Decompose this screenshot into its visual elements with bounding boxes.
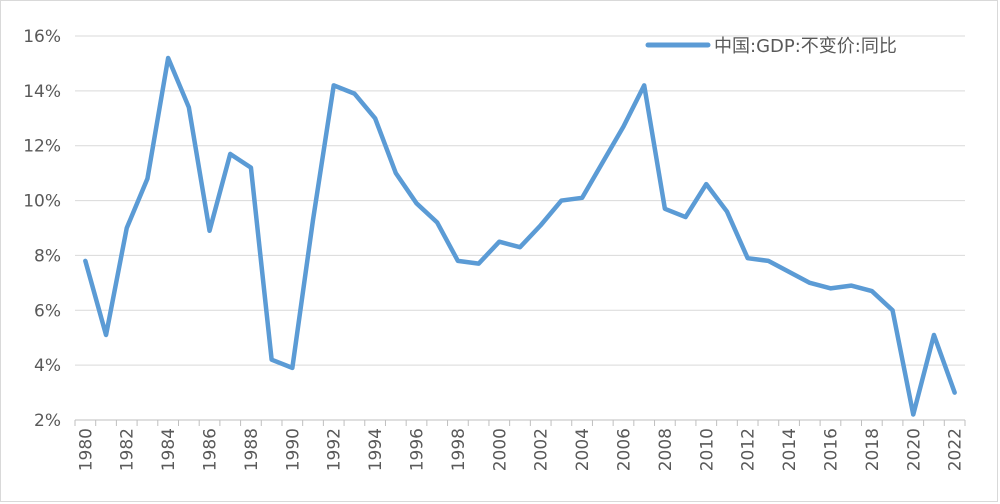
x-tick-label: 1980 <box>76 428 96 471</box>
data-point <box>125 226 128 230</box>
data-point <box>622 125 625 128</box>
y-tick-label: 14% <box>23 82 61 102</box>
data-point <box>518 246 522 249</box>
x-tick-label: 2008 <box>656 428 676 471</box>
legend: 中国:GDP:不变价:同比 <box>645 36 897 57</box>
data-point <box>684 215 687 219</box>
data-point <box>311 218 315 221</box>
x-tick-label: 2002 <box>532 428 552 471</box>
x-tick-label: 2022 <box>946 428 966 471</box>
data-point <box>104 333 108 337</box>
y-axis: 2% 4% 6% 8% 10% 12% 14% 16% <box>23 27 61 431</box>
y-tick-label: 2% <box>34 411 61 431</box>
x-tick-label: 1996 <box>408 428 428 471</box>
x-tick-label: 1982 <box>118 428 138 471</box>
data-point <box>953 391 956 394</box>
data-point <box>912 413 915 416</box>
data-point <box>560 199 563 202</box>
x-tick-label: 1988 <box>242 428 262 471</box>
y-tick-label: 12% <box>23 137 61 157</box>
data-point <box>270 358 273 361</box>
data-point <box>456 259 460 263</box>
data-point <box>932 333 936 337</box>
data-point <box>229 152 232 156</box>
x-tick-label: 2010 <box>697 428 717 471</box>
data-point <box>498 240 501 243</box>
data-point <box>146 177 149 180</box>
data-point <box>84 259 87 263</box>
data-point <box>705 182 708 186</box>
x-tick-label: 1998 <box>449 428 469 471</box>
x-tick-label: 2020 <box>904 428 924 471</box>
data-point <box>187 106 191 109</box>
data-point <box>601 160 604 164</box>
plot-area <box>83 55 957 417</box>
data-point <box>767 259 770 263</box>
data-point <box>208 229 211 232</box>
x-tick-label: 1990 <box>283 428 303 471</box>
data-point <box>725 210 729 213</box>
x-tick-label: 2014 <box>780 428 800 471</box>
data-point <box>436 221 439 224</box>
y-tick-label: 8% <box>34 246 61 266</box>
y-tick-label: 4% <box>34 356 61 376</box>
x-tick-label: 2006 <box>614 428 634 471</box>
data-point <box>166 56 170 60</box>
data-point <box>291 366 294 370</box>
data-point <box>353 92 356 95</box>
data-point <box>642 84 646 87</box>
x-axis: 1980 1982 1984 1986 1988 1990 1992 1994 1996 1998… <box>74 419 966 471</box>
data-point <box>829 287 832 290</box>
x-tick-label: 2012 <box>739 428 759 471</box>
series-line <box>83 55 957 417</box>
x-tick-label: 2000 <box>490 428 510 471</box>
y-tick-label: 16% <box>23 27 61 47</box>
data-point <box>373 117 377 120</box>
gridlines <box>75 35 965 366</box>
data-point <box>477 262 480 265</box>
x-tick-label: 2004 <box>573 428 593 471</box>
data-point <box>870 289 874 293</box>
data-point <box>663 207 667 210</box>
data-point <box>849 284 853 287</box>
legend-label: 中国:GDP:不变价:同比 <box>714 36 897 57</box>
x-tick-label: 1992 <box>325 428 345 471</box>
data-point <box>394 171 398 175</box>
data-point <box>415 202 418 205</box>
x-tick-label: 2016 <box>821 428 841 471</box>
data-point <box>332 84 335 87</box>
data-point <box>808 281 811 285</box>
data-point <box>891 309 894 312</box>
data-point <box>787 270 791 274</box>
y-tick-label: 10% <box>23 192 61 212</box>
y-tick-label: 6% <box>34 301 61 321</box>
data-point <box>746 256 749 260</box>
x-tick-label: 1986 <box>201 428 221 471</box>
data-point <box>249 166 253 169</box>
x-tick-label: 2018 <box>863 428 883 471</box>
data-point <box>539 224 542 227</box>
x-tick-label: 1994 <box>366 428 386 471</box>
data-point <box>580 196 584 200</box>
x-tick-label: 1984 <box>159 428 179 471</box>
